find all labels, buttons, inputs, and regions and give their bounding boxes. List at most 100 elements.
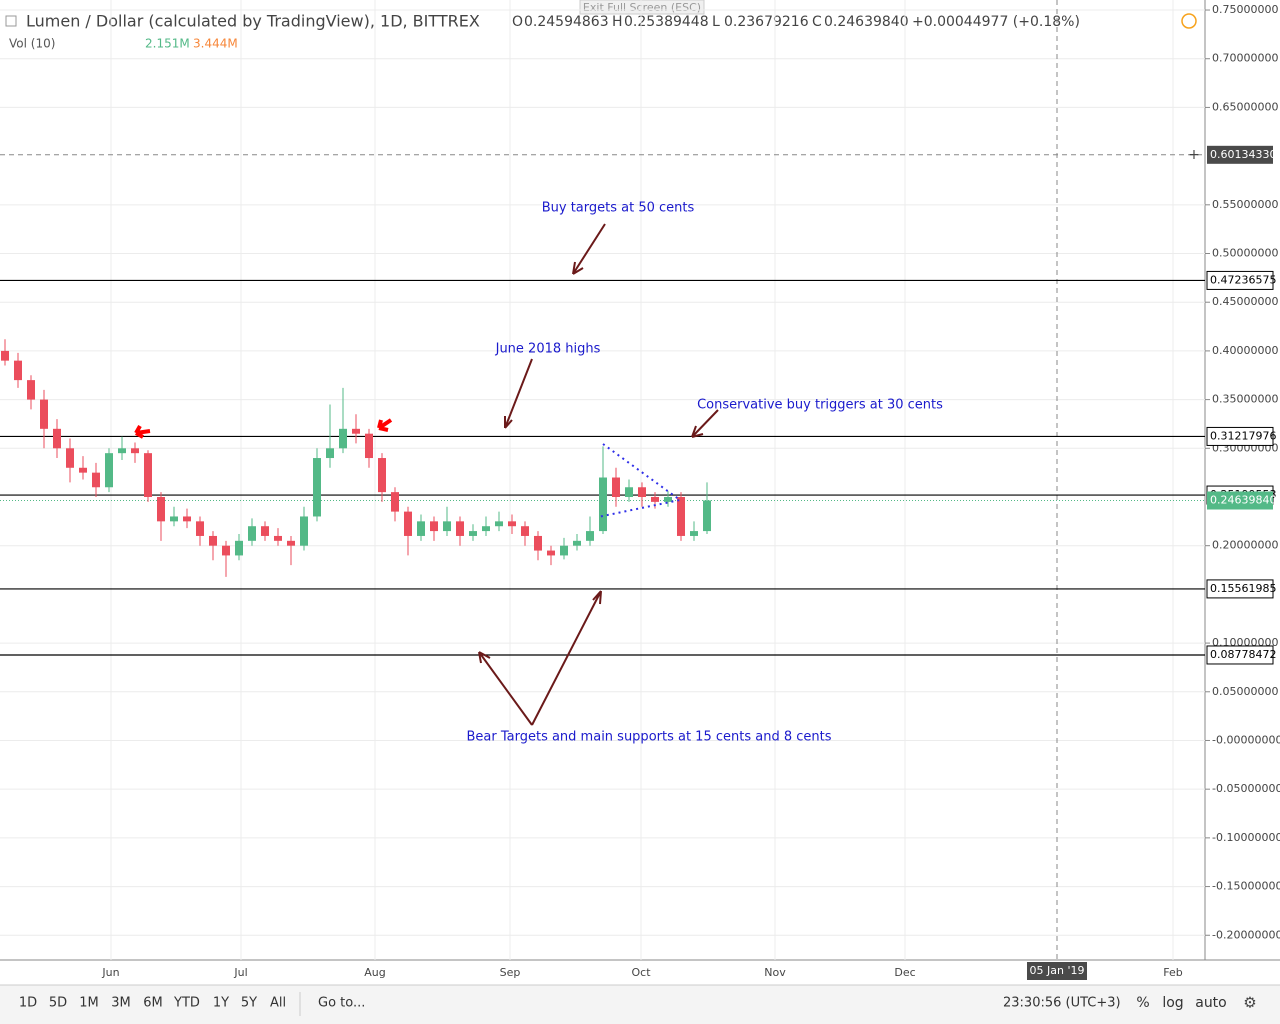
- candle-body: [599, 477, 607, 532]
- volume-label: Vol (10): [9, 37, 55, 51]
- x-tick-label: Feb: [1163, 966, 1182, 979]
- candle-body: [443, 521, 451, 532]
- candle-body: [482, 526, 490, 532]
- warning-icon[interactable]: [1181, 13, 1197, 29]
- candle-body: [612, 477, 620, 497]
- last-price-box: [1207, 491, 1273, 510]
- candle-body: [66, 448, 74, 468]
- annotation: Conservative buy triggers at 30 cents: [697, 398, 943, 413]
- scale-option[interactable]: log: [1162, 995, 1183, 1011]
- scale-option[interactable]: %: [1136, 995, 1149, 1011]
- candle-body: [547, 550, 555, 556]
- candle-body: [534, 535, 542, 551]
- price-axis: 0.75000000 0.70000000 0.65000000 0.55000000…: [1188, 3, 1280, 941]
- volume-value: 2.151M: [145, 37, 190, 51]
- x-tick-label: Nov: [764, 966, 786, 979]
- y-tick-label: -0.10000000: [1212, 831, 1280, 844]
- cursor-date: 05 Jan '19: [1030, 964, 1085, 977]
- candles: [1, 339, 711, 577]
- candle-body: [326, 448, 334, 459]
- marker-arrow: [134, 425, 151, 439]
- scale-option[interactable]: auto: [1195, 995, 1227, 1011]
- x-tick-label: Aug: [364, 966, 385, 979]
- candle-body: [53, 428, 61, 449]
- y-tick-label: 0.05000000: [1212, 685, 1278, 698]
- candle-body: [703, 500, 711, 532]
- ohlc-value: 0.25389448: [624, 14, 709, 30]
- ohlc-value: 0.24639840: [824, 14, 909, 30]
- candle-body: [287, 540, 295, 546]
- candle-body: [131, 448, 139, 454]
- candle-body: [404, 511, 412, 536]
- range-button[interactable]: 6M: [143, 996, 163, 1011]
- y-tick-label: 0.45000000: [1212, 295, 1278, 308]
- candle-body: [14, 360, 22, 381]
- y-tick-label: -0.15000000: [1212, 880, 1280, 893]
- candle-body: [365, 433, 373, 459]
- y-tick-label: 0.35000000: [1212, 393, 1278, 406]
- x-tick-label: Oct: [631, 966, 651, 979]
- price-change: +0.00044977 (+0.18%): [912, 14, 1080, 30]
- annotation: June 2018 highs: [495, 342, 601, 357]
- candle-body: [469, 531, 477, 536]
- bottom-toolbar: [0, 985, 1280, 1024]
- y-tick-label: 0.55000000: [1212, 198, 1278, 211]
- exit-fullscreen-text[interactable]: Exit Full Screen (ESC): [583, 1, 701, 14]
- candle-body: [560, 545, 568, 556]
- range-button[interactable]: 5Y: [241, 996, 257, 1011]
- annotation-arrows: [478, 223, 719, 726]
- range-button[interactable]: 3M: [111, 996, 131, 1011]
- y-tick-label: -0.20000000: [1212, 928, 1280, 941]
- time-axis: Jun Jul Aug Sep Oct Nov Dec Feb 05 Jan '19: [101, 962, 1183, 980]
- y-tick-label: 0.70000000: [1212, 52, 1278, 65]
- candle-body: [118, 448, 126, 454]
- candle-body: [261, 526, 269, 536]
- level-box: [1206, 645, 1274, 665]
- clock: 23:30:56 (UTC+3): [1003, 996, 1121, 1011]
- candle-body: [586, 531, 594, 541]
- candle-body: [1, 350, 9, 361]
- ohlc-key: O: [512, 14, 523, 30]
- crosshair-plus: +: [1188, 147, 1200, 163]
- candle-body: [378, 458, 386, 493]
- candle-body: [664, 496, 672, 502]
- toolbar-items: 1D 5D 1M 3M 6M YTD 1Y 5Y All Go to... 23:30:56 (UT…: [19, 992, 1227, 1016]
- candle-body: [690, 531, 698, 536]
- range-button[interactable]: 5D: [49, 996, 67, 1011]
- candle-body: [79, 467, 87, 473]
- candle-body: [274, 535, 282, 541]
- chart-title: Lumen / Dollar (calculated by TradingVie…: [26, 12, 480, 31]
- x-tick-label: Jun: [101, 966, 119, 979]
- candle-body: [40, 399, 48, 429]
- level-label: 0.47236575: [1210, 273, 1276, 286]
- candle-body: [391, 492, 399, 512]
- candle-body: [209, 535, 217, 546]
- ohlc-value: 0.24594863: [524, 14, 609, 30]
- range-button[interactable]: YTD: [173, 996, 200, 1011]
- last-price-label: 0.24639840: [1210, 494, 1276, 507]
- level-box: [1206, 579, 1274, 599]
- y-tick-label: 0.20000000: [1212, 539, 1278, 552]
- y-tick-label: -0.05000000: [1212, 782, 1280, 795]
- settings-icon[interactable]: ⚙: [1243, 994, 1256, 1012]
- y-tick-label: 0.40000000: [1212, 344, 1278, 357]
- annotation: Buy targets at 50 cents: [542, 201, 695, 216]
- range-button[interactable]: All: [270, 996, 286, 1011]
- range-button[interactable]: 1Y: [213, 996, 229, 1011]
- range-button[interactable]: 1D: [19, 996, 37, 1011]
- range-button[interactable]: 1M: [79, 996, 99, 1011]
- goto-button[interactable]: Go to...: [318, 996, 365, 1011]
- y-tick-label: 0.50000000: [1212, 247, 1278, 260]
- crosshair-box: [1207, 145, 1273, 164]
- crosshair-label: 0.60134330: [1210, 148, 1276, 161]
- candle-body: [456, 521, 464, 536]
- ohlc-key: L: [712, 14, 720, 30]
- collapse-icon[interactable]: [5, 15, 17, 27]
- candle-body: [573, 540, 581, 546]
- x-tick-label: Sep: [500, 966, 521, 979]
- ohlc-value: 0.23679216: [724, 14, 809, 30]
- marker-arrow: [377, 418, 393, 432]
- candle-body: [144, 453, 152, 497]
- candle-body: [92, 472, 100, 488]
